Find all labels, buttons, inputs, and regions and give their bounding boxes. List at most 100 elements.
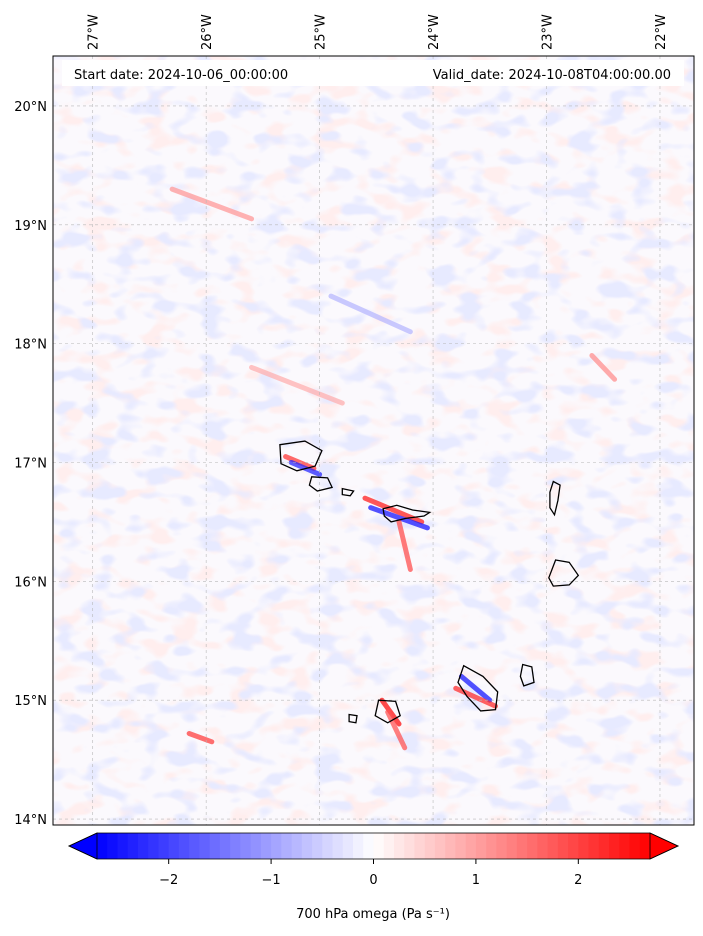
colorbar-step [363,833,374,859]
island-coastline [519,663,535,687]
colorbar-step [486,833,497,859]
colorbar-step [127,833,139,859]
colorbar-step [455,833,467,859]
colorbar-step [291,833,303,859]
colorbar-steps [97,833,651,859]
colorbar-step [404,833,415,859]
colorbar-step [332,833,344,859]
colorbar-step [465,833,477,859]
island-coastline [548,559,580,587]
latitude-label: 20°N [14,100,47,115]
colorbar-step [383,833,395,859]
colorbar-step [178,833,190,859]
omega-streak [328,293,413,335]
colorbar-tick-label: 0 [369,873,377,888]
colorbar-step [117,833,129,859]
colorbar-step [230,833,241,859]
longitude-label: 27°W [87,14,102,50]
colorbar-tick-label: −2 [159,873,178,888]
island-coastline [382,504,432,523]
colorbar-step [516,833,528,859]
colorbar-step [557,833,569,859]
latitude-label: 15°N [14,694,47,709]
omega-streak [249,364,345,406]
colorbar-low-extend [68,832,98,860]
colorbar-step [322,833,334,859]
island-coastline [374,699,401,724]
colorbar-step [588,833,600,859]
colorbar-step [496,833,508,859]
omega-streak [453,685,498,709]
colorbar-step [393,833,405,859]
map-frame [52,55,695,826]
colorbar-step [609,833,620,859]
colorbar-step [312,833,323,859]
latitude-label: 18°N [14,338,47,353]
colorbar-high-extend [649,832,679,860]
start-date-label: Start date: 2024-10-06_00:00:00 [74,68,288,83]
colorbar-step [353,833,364,859]
omega-streak [396,519,413,572]
colorbar: −2 −1 0 1 2 700 hPa omega (Pa s⁻¹) [68,832,679,922]
colorbar-step [568,833,579,859]
longitude-label: 23°W [541,14,556,50]
latitude-label: 16°N [14,575,47,590]
colorbar-step [301,833,313,859]
island-coastline [341,487,355,497]
colorbar-step [527,833,538,859]
latitude-label: 19°N [14,219,47,234]
colorbar-step [629,833,641,859]
longitude-labels: 27°W 26°W 25°W 24°W 23°W 22°W [87,14,669,50]
colorbar-step [414,833,426,859]
island-coastline [279,440,323,472]
colorbar-step [281,833,293,859]
island-coastline [457,664,499,712]
colorbar-step [168,833,180,859]
colorbar-step [271,833,282,859]
colorbar-step [209,833,221,859]
island-coastline [549,480,561,517]
island-coastline [308,476,334,492]
coastlines [279,440,580,724]
colorbar-step [506,833,518,859]
colorbar-step [537,833,549,859]
colorbar-step [578,833,590,859]
latitude-label: 17°N [14,456,47,471]
omega-streak [379,697,402,727]
colorbar-step [639,833,651,859]
colorbar-step [373,833,385,859]
longitude-label: 24°W [427,14,442,50]
colorbar-step [137,833,149,859]
omega-streaks [169,186,618,751]
omega-field [53,56,694,825]
longitude-label: 25°W [314,14,329,50]
colorbar-step [219,833,231,859]
omega-streak [368,505,430,531]
colorbar-step [547,833,559,859]
colorbar-step [158,833,170,859]
colorbar-step [475,833,487,859]
colorbar-outline [68,832,679,860]
colorbar-step [148,833,159,859]
colorbar-step [189,833,200,859]
omega-streak [169,186,255,222]
colorbar-step [619,833,631,859]
colorbar-tick-label: −1 [262,873,281,888]
longitude-label: 22°W [654,14,669,50]
colorbar-step [598,833,610,859]
colorbar-step [260,833,272,859]
colorbar-ticks: −2 −1 0 1 2 [159,859,582,888]
colorbar-step [424,833,436,859]
colorbar-step [240,833,252,859]
omega-streak [458,673,493,703]
latitude-label: 14°N [14,813,47,828]
colorbar-step [445,833,456,859]
island-coastline [348,713,358,724]
colorbar-step [107,833,118,859]
longitude-label: 26°W [200,14,215,50]
colorbar-step [434,833,446,859]
gridlines [53,56,694,825]
omega-streak [186,730,215,745]
colorbar-tick-label: 2 [574,873,582,888]
omega-streak [589,353,618,382]
